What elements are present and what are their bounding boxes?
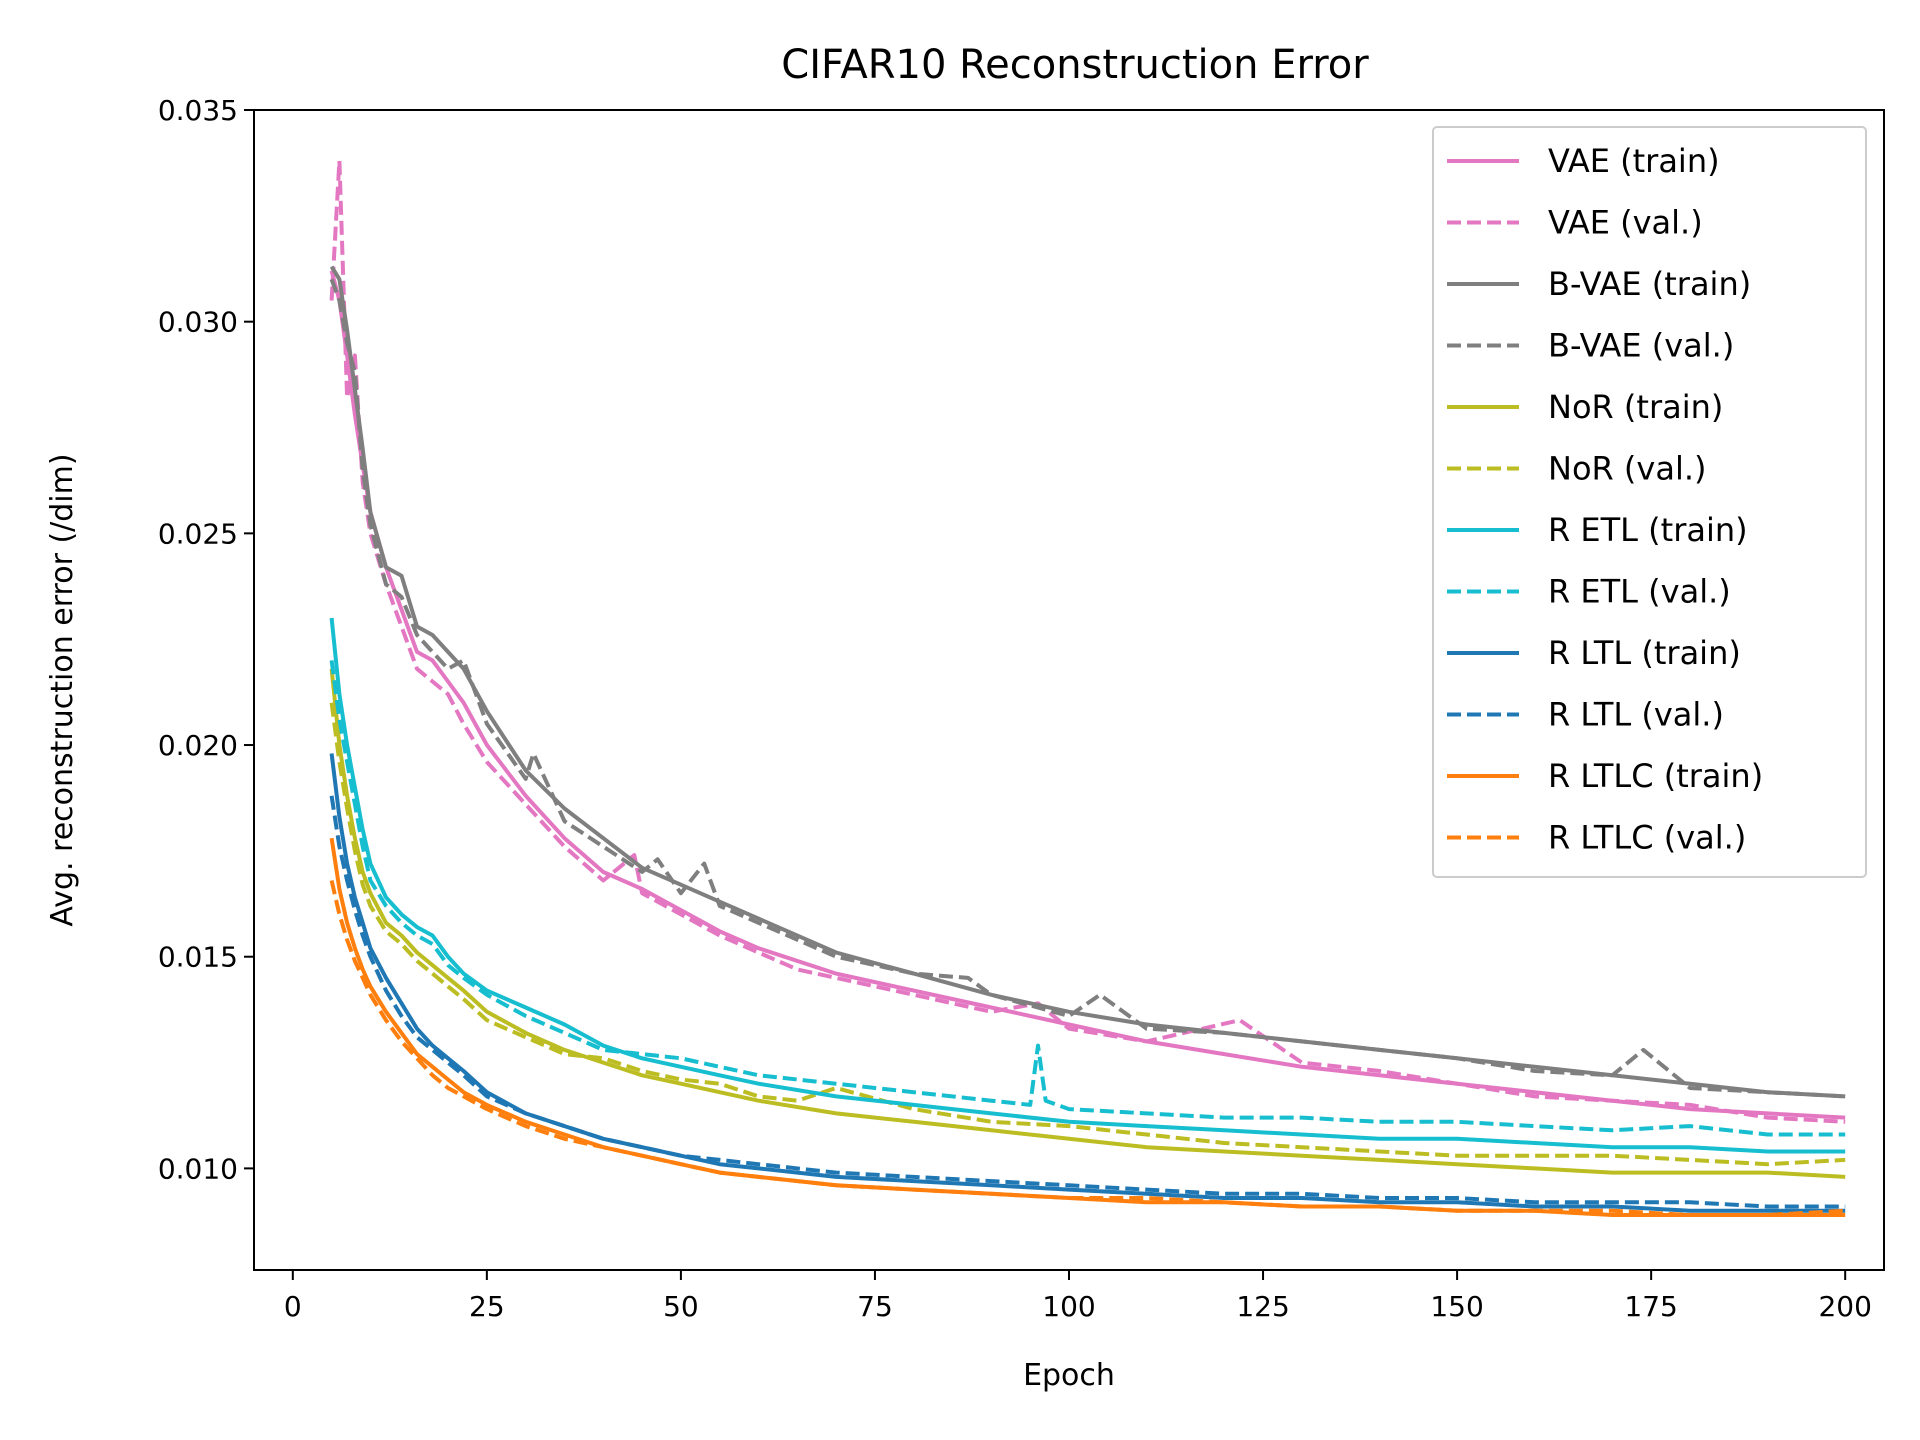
y-tick-label: 0.015 bbox=[158, 941, 238, 974]
plot-area bbox=[329, 158, 1846, 1217]
x-tick-label: 50 bbox=[663, 1290, 699, 1323]
x-axis-title: Epoch bbox=[1023, 1358, 1115, 1393]
legend: VAE (train) VAE (val.) B-VAE (train) B-VAE … bbox=[1432, 126, 1867, 878]
legend-frame bbox=[1432, 126, 1867, 878]
x-tick-label: 0 bbox=[284, 1290, 302, 1323]
series-line-r-ltl-val bbox=[329, 795, 1846, 1209]
series-line-r-etl-train bbox=[329, 617, 1846, 1154]
y-tick-label: 0.030 bbox=[158, 306, 238, 339]
legend-label-r-ltl-train: R LTL (train) bbox=[1548, 634, 1741, 672]
y-tick-label: 0.010 bbox=[158, 1152, 238, 1185]
series-line-nor-train bbox=[329, 668, 1846, 1179]
legend-label-nor-val: NoR (val.) bbox=[1548, 450, 1707, 488]
x-tick-label: 125 bbox=[1236, 1290, 1289, 1323]
legend-label-nor-train: NoR (train) bbox=[1548, 388, 1723, 426]
x-tick-label: 100 bbox=[1042, 1290, 1095, 1323]
y-tick-label: 0.025 bbox=[158, 517, 238, 550]
chart-title: CIFAR10 Reconstruction Error bbox=[781, 42, 1369, 88]
series-line-nor-val bbox=[329, 702, 1846, 1167]
series-line-r-ltl-train bbox=[329, 753, 1846, 1213]
legend-label-r-ltlc-train: R LTLC (train) bbox=[1548, 757, 1763, 795]
x-tick-label: 175 bbox=[1624, 1290, 1677, 1323]
y-axis-title: Avg. reconstruction error (/dim) bbox=[45, 453, 80, 926]
legend-label-b-vae-train: B-VAE (train) bbox=[1548, 265, 1751, 303]
series-line-r-etl-val bbox=[329, 660, 1846, 1137]
series-line-b-vae-val bbox=[329, 278, 1846, 1099]
x-tick-label: 150 bbox=[1430, 1290, 1483, 1323]
legend-label-r-ltl-val: R LTL (val.) bbox=[1548, 696, 1724, 734]
x-tick-label: 200 bbox=[1818, 1290, 1871, 1323]
series-line-r-ltlc-val bbox=[329, 880, 1846, 1217]
x-tick-label: 25 bbox=[469, 1290, 505, 1323]
x-tick-label: 75 bbox=[857, 1290, 893, 1323]
legend-label-vae-train: VAE (train) bbox=[1548, 142, 1720, 180]
legend-label-b-vae-val: B-VAE (val.) bbox=[1548, 327, 1734, 365]
y-axis: 0.010 0.015 0.020 0.025 0.030 0.035 bbox=[158, 94, 254, 1185]
y-tick-label: 0.020 bbox=[158, 729, 238, 762]
x-axis: 0 25 50 75 100 125 150 175 200 bbox=[284, 1270, 1872, 1323]
legend-label-vae-val: VAE (val.) bbox=[1548, 204, 1703, 242]
y-tick-label: 0.035 bbox=[158, 94, 238, 127]
legend-label-r-ltlc-val: R LTLC (val.) bbox=[1548, 819, 1746, 857]
legend-label-r-etl-val: R ETL (val.) bbox=[1548, 573, 1731, 611]
legend-label-r-etl-train: R ETL (train) bbox=[1548, 511, 1748, 549]
